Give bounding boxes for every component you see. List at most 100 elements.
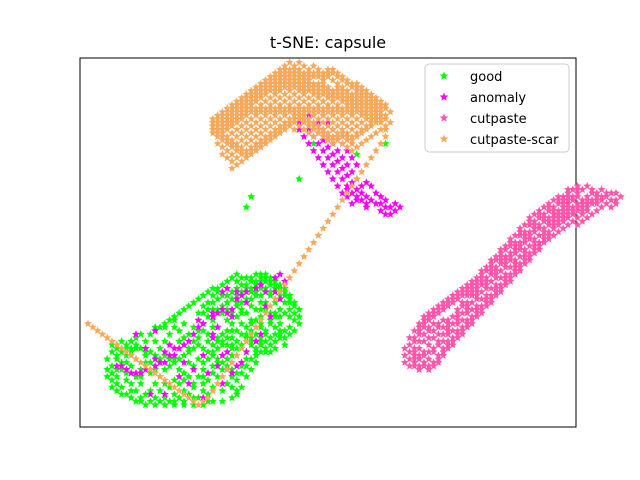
scatter-point-anomaly [357,181,366,190]
scatter-point-cutpaste-scar [242,118,251,126]
scatter-point-cutpaste-scar [309,121,318,130]
legend-items: good anomaly cutpaste cutpaste-scar [439,70,559,148]
scatter-point-good [280,333,289,342]
scatter-point-cutpaste-scar [362,90,371,98]
scatter-point-good [199,400,208,409]
scatter-point-good [213,372,222,381]
scatter-point-cutpaste-scar [266,86,275,95]
scatter-point-cutpaste [434,308,443,317]
scatter-point-cutpaste [410,354,419,363]
scatter-point-cutpaste-scar [319,128,328,137]
scatter-point-cutpaste-scar [280,111,289,119]
scatter-point-cutpaste-scar [333,104,342,112]
scatter-point-cutpaste [463,298,472,306]
scatter-point-cutpaste [506,277,515,285]
scatter-point-good [261,347,270,356]
scatter-point-cutpaste-scar [252,146,260,155]
scatter-point-anomaly [242,287,251,296]
scatter-point-cutpaste-scar [290,65,299,73]
scatter-point-anomaly [228,312,236,321]
scatter-point-good [199,372,208,381]
scatter-point-cutpaste-scar [309,97,318,105]
scatter-point-good [213,354,222,363]
scatter-point-cutpaste [530,220,539,229]
scatter-point-anomaly [132,330,140,338]
scatter-point-cutpaste-scar [357,118,366,126]
scatter-point-anomaly [357,195,366,204]
scatter-point-cutpaste-scar [285,104,294,112]
scatter-point-anomaly [256,280,265,289]
scatter-point-good [199,379,208,388]
scatter-point-cutpaste-scar [247,330,256,338]
scatter-point-good [218,280,227,289]
scatter-point-cutpaste-scar [319,86,328,95]
scatter-point-cutpaste-scar [295,104,304,112]
scatter-point-cutpaste-scar [362,114,371,123]
scatter-point-good [232,368,241,377]
scatter-point-good [151,337,160,345]
scatter-point-cutpaste-scar [261,90,270,98]
scatter-point-good [141,400,150,409]
scatter-point-cutpaste [583,181,592,190]
scatter-point-cutpaste-scar [266,121,275,130]
scatter-point-cutpaste-scar [261,86,270,95]
scatter-point-cutpaste [496,245,505,253]
scatter-point-cutpaste [439,323,448,331]
scatter-point-cutpaste-scar [252,132,260,140]
scatter-point-cutpaste [420,330,428,338]
scatter-point-good [194,354,203,363]
scatter-point-cutpaste-scar [328,107,337,116]
scatter-point-good [213,284,222,292]
scatter-point-good [232,301,241,310]
scatter-point-cutpaste-scar [319,97,328,105]
scatter-point-good [232,337,241,345]
scatter-point-cutpaste [420,319,428,328]
scatter-point-good [184,372,193,381]
scatter-point-cutpaste-scar [218,132,227,140]
scatter-point-cutpaste [564,185,572,193]
scatter-point-cutpaste-scar [242,153,251,162]
scatter-point-cutpaste [511,231,520,239]
scatter-point-cutpaste-scar [348,111,356,119]
scatter-point-cutpaste-scar [381,132,390,140]
scatter-point-anomaly [252,284,260,292]
scatter-point-cutpaste [487,259,496,268]
scatter-point-cutpaste-scar [290,125,299,133]
scatter-point-cutpaste-scar [348,146,356,155]
scatter-point-cutpaste-scar [223,139,232,148]
scatter-point-anomaly [237,358,246,366]
scatter-point-anomaly [362,192,371,201]
scatter-point-good [280,340,289,349]
scatter-point-good [237,308,246,317]
scatter-point-cutpaste-scar [276,128,284,137]
scatter-point-good [266,333,275,342]
scatter-point-cutpaste [516,252,524,261]
scatter-point-good [213,287,222,296]
scatter-point-cutpaste-scar [333,107,342,116]
scatter-point-good [266,280,275,289]
scatter-point-anomaly [151,361,160,370]
scatter-point-cutpaste-scar [237,121,246,130]
scatter-point-cutpaste [429,308,438,317]
scatter-point-cutpaste [424,333,433,342]
scatter-point-good [136,397,145,405]
scatter-point-cutpaste-scar [343,75,352,84]
scatter-point-good [103,354,112,363]
scatter-point-cutpaste [578,217,587,225]
scatter-point-good [285,294,294,303]
scatter-point-good [170,323,179,331]
scatter-point-good [247,294,256,303]
scatter-point-anomaly [348,153,356,162]
scatter-point-good [184,330,193,338]
scatter-point-cutpaste-scar [324,121,332,130]
scatter-point-cutpaste [554,220,563,229]
scatter-point-cutpaste [549,217,558,225]
scatter-point-anomaly [184,379,193,388]
scatter-point-anomaly [170,351,179,359]
scatter-point-good [247,284,256,292]
scatter-point-cutpaste-scar [381,114,390,123]
scatter-point-cutpaste-scar [319,111,328,119]
scatter-point-cutpaste [453,333,462,342]
scatter-point-good [170,358,179,366]
scatter-point-anomaly [276,270,284,278]
